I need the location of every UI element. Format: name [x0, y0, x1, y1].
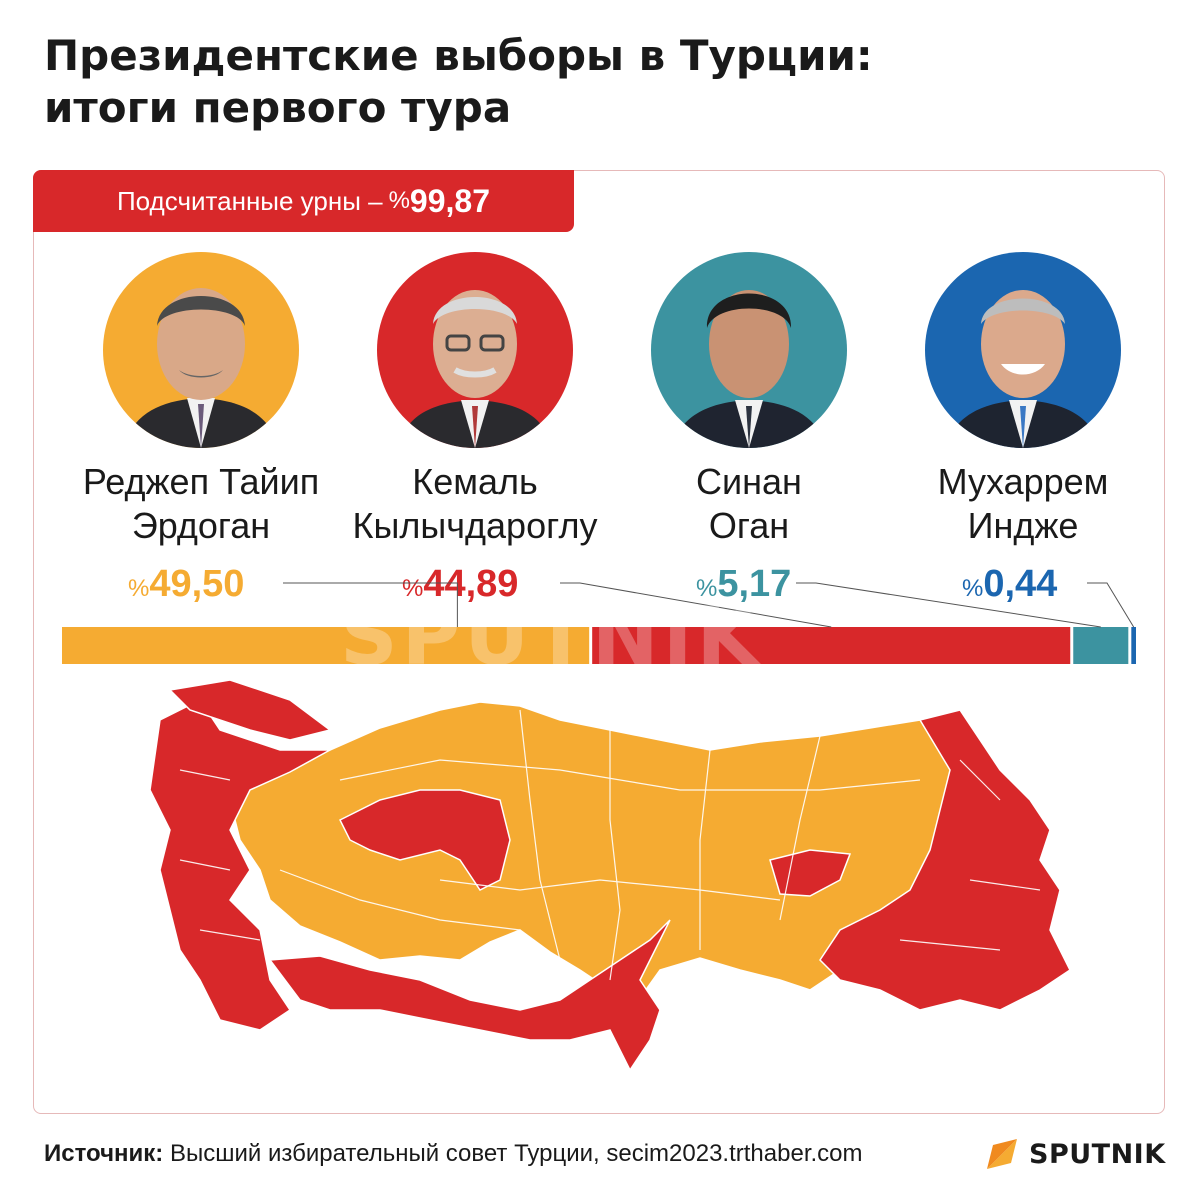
candidate-name: Реджеп Тайип Эрдоган [61, 460, 341, 548]
avatar-ince [925, 252, 1121, 448]
percent-label-erdogan: %49,50 [128, 563, 244, 606]
avatar-kilicdaroglu [377, 252, 573, 448]
source-note: Источник: Высший избирательный совет Тур… [44, 1140, 863, 1168]
candidate-first-name: Синан [696, 461, 802, 502]
map-region-thrace [168, 680, 332, 741]
sputnik-arrow-icon [987, 1139, 1017, 1169]
candidate-last-name: Эрдоган [131, 505, 271, 546]
percent-value: 49,50 [149, 563, 245, 605]
candidate-last-name: Оган [708, 505, 790, 546]
portrait-icon [123, 288, 279, 448]
percent-symbol: % [962, 575, 984, 602]
candidate-first-name: Реджеп Тайип [82, 461, 320, 502]
candidate-first-name: Кемаль [412, 461, 538, 502]
candidate-name: Мухаррем Индже [883, 460, 1163, 548]
percent-label-ince: %0,44 [962, 563, 1057, 606]
source-label: Источник: [44, 1140, 164, 1167]
title-line-2: итоги первого тура [44, 83, 512, 132]
portrait-icon [671, 290, 827, 448]
candidate-ogan: Синан Оган [609, 252, 889, 548]
counted-label: Подсчитанные урны – [116, 185, 383, 216]
counted-percent-symbol: % [388, 187, 410, 214]
candidate-first-name: Мухаррем [937, 461, 1109, 502]
source-text: Высший избирательный совет Турции, secim… [163, 1140, 863, 1167]
sputnik-logo: SPUTNIK [985, 1132, 1166, 1176]
candidate-ince: Мухаррем Индже [883, 252, 1163, 548]
counted-value: 99,87 [409, 182, 490, 219]
avatar-ogan [651, 252, 847, 448]
title-line-1: Президентские выборы в Турции: [44, 31, 873, 80]
turkey-map [149, 680, 1071, 1072]
percent-value: 0,44 [983, 563, 1058, 605]
percent-symbol: % [128, 575, 150, 602]
watermark: SPUTNIK [340, 590, 763, 683]
avatar-erdogan [103, 252, 299, 448]
map-region-west [149, 699, 331, 1031]
logo-text: SPUTNIK [1029, 1138, 1166, 1170]
page-title: Президентские выборы в Турции: итоги пер… [44, 30, 1144, 134]
map-region-east [819, 709, 1071, 1011]
candidate-kilicdaroglu: Кемаль Кылычдароглу [335, 252, 615, 548]
candidate-last-name: Кылычдароглу [352, 505, 598, 546]
portrait-icon [397, 290, 553, 448]
candidate-last-name: Индже [967, 505, 1079, 546]
candidate-name: Синан Оган [609, 460, 889, 548]
results-card [33, 170, 1165, 1114]
portrait-icon [945, 290, 1101, 448]
map-region-ankara [338, 789, 511, 891]
candidate-name: Кемаль Кылычдароглу [335, 460, 615, 548]
map-region-tunceli [769, 849, 852, 897]
map-region-south-coast [268, 919, 671, 1072]
candidate-erdogan: Реджеп Тайип Эрдоган [61, 252, 341, 548]
counted-ballots-banner: Подсчитанные урны – % 99,87 [33, 170, 574, 232]
